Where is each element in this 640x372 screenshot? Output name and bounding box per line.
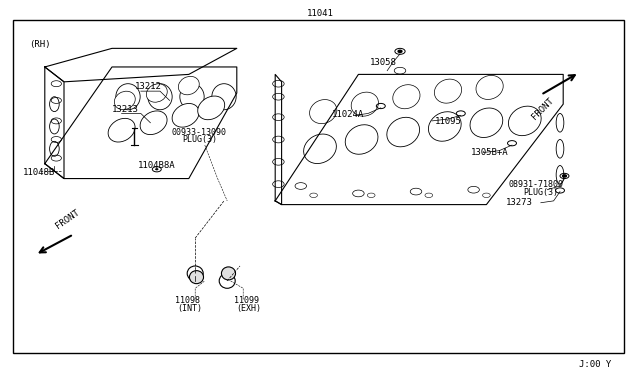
Text: J:00 Y: J:00 Y bbox=[579, 360, 611, 369]
Text: (INT): (INT) bbox=[177, 304, 202, 312]
Text: 1305B+A: 1305B+A bbox=[470, 148, 508, 157]
Text: 13273: 13273 bbox=[506, 198, 532, 207]
Ellipse shape bbox=[50, 97, 60, 112]
Ellipse shape bbox=[387, 117, 420, 147]
Text: 11041: 11041 bbox=[307, 9, 333, 17]
Text: 11099: 11099 bbox=[234, 296, 259, 305]
Ellipse shape bbox=[179, 76, 199, 95]
Ellipse shape bbox=[115, 91, 135, 110]
Text: PLUG(3): PLUG(3) bbox=[524, 187, 559, 196]
Ellipse shape bbox=[116, 84, 140, 110]
Ellipse shape bbox=[219, 273, 236, 288]
Ellipse shape bbox=[198, 96, 225, 120]
Ellipse shape bbox=[50, 119, 60, 134]
Ellipse shape bbox=[50, 141, 60, 156]
Text: 11048B: 11048B bbox=[22, 168, 54, 177]
Text: FRONT: FRONT bbox=[530, 96, 556, 121]
Ellipse shape bbox=[180, 84, 204, 110]
Ellipse shape bbox=[470, 108, 503, 138]
Ellipse shape bbox=[147, 84, 167, 102]
Ellipse shape bbox=[476, 76, 503, 99]
Ellipse shape bbox=[435, 79, 461, 103]
Ellipse shape bbox=[187, 266, 204, 281]
Text: PLUG(3): PLUG(3) bbox=[182, 135, 218, 144]
Text: 13058: 13058 bbox=[370, 58, 397, 67]
Text: 1104B8A: 1104B8A bbox=[138, 161, 175, 170]
Ellipse shape bbox=[556, 140, 564, 158]
Text: 13212: 13212 bbox=[134, 82, 161, 91]
Text: 13213: 13213 bbox=[112, 105, 139, 113]
Text: 11098: 11098 bbox=[175, 296, 200, 305]
Ellipse shape bbox=[148, 84, 172, 110]
Ellipse shape bbox=[189, 271, 204, 284]
Ellipse shape bbox=[428, 112, 461, 141]
Ellipse shape bbox=[108, 118, 135, 142]
Ellipse shape bbox=[310, 100, 337, 124]
Text: 11024A: 11024A bbox=[332, 110, 364, 119]
Ellipse shape bbox=[303, 134, 337, 164]
FancyBboxPatch shape bbox=[13, 20, 624, 353]
Ellipse shape bbox=[556, 113, 564, 132]
Text: 08931-71800: 08931-71800 bbox=[509, 180, 564, 189]
Ellipse shape bbox=[140, 111, 167, 135]
Ellipse shape bbox=[351, 92, 378, 116]
Circle shape bbox=[398, 50, 402, 52]
Text: (EXH): (EXH) bbox=[236, 304, 261, 312]
Ellipse shape bbox=[345, 125, 378, 154]
Text: (RH): (RH) bbox=[29, 40, 51, 49]
Ellipse shape bbox=[221, 267, 236, 280]
Ellipse shape bbox=[556, 166, 564, 184]
Ellipse shape bbox=[393, 85, 420, 109]
Text: 00933-13090: 00933-13090 bbox=[172, 128, 227, 137]
Circle shape bbox=[156, 169, 158, 170]
Text: 11095: 11095 bbox=[435, 116, 462, 125]
Ellipse shape bbox=[508, 106, 541, 136]
Text: FRONT: FRONT bbox=[54, 208, 81, 231]
Ellipse shape bbox=[212, 84, 236, 110]
Circle shape bbox=[563, 175, 566, 177]
Ellipse shape bbox=[172, 103, 199, 127]
